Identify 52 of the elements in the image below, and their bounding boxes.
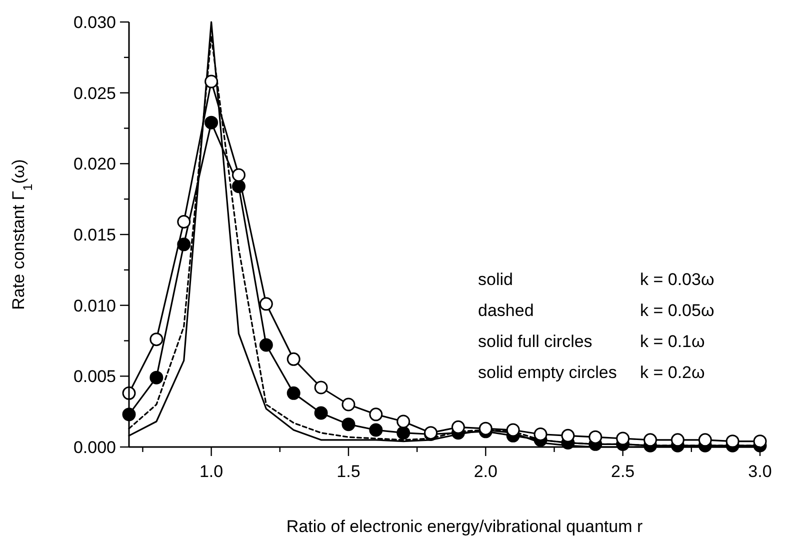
- point: [342, 398, 356, 412]
- annotation: k = 0.05ω: [640, 301, 714, 320]
- point: [753, 434, 767, 448]
- point: [396, 414, 410, 428]
- x-tick-label: 3.0: [748, 462, 772, 481]
- point: [259, 297, 273, 311]
- point: [588, 430, 602, 444]
- point: [534, 428, 548, 441]
- point: [204, 74, 218, 88]
- y-tick-label: 0.005: [73, 367, 116, 386]
- annotation: k = 0.1ω: [640, 332, 705, 351]
- x-tick-label: 1.5: [336, 462, 360, 481]
- point: [561, 428, 575, 442]
- point: [369, 408, 383, 422]
- y-tick-label: 0.030: [73, 13, 116, 32]
- annotation: solid: [478, 270, 513, 289]
- point: [286, 352, 300, 366]
- point: [314, 380, 328, 394]
- x-tick-label: 1.0: [199, 462, 224, 481]
- x-tick-label: 2.0: [474, 462, 498, 481]
- annotation: k = 0.03ω: [640, 270, 714, 289]
- point: [286, 386, 300, 400]
- point: [259, 338, 273, 352]
- y-tick-label: 0.020: [73, 154, 116, 174]
- point: [177, 238, 191, 252]
- point: [204, 116, 218, 130]
- point: [506, 423, 520, 437]
- point: [369, 423, 383, 437]
- point: [232, 168, 246, 182]
- point: [396, 426, 410, 440]
- point: [150, 370, 164, 384]
- point: [314, 406, 328, 420]
- point: [478, 422, 492, 436]
- y-tick-label: 0.025: [73, 84, 116, 103]
- point: [726, 434, 740, 448]
- point: [644, 433, 658, 447]
- annotation: solid empty circles: [478, 363, 617, 382]
- x-tick-label: 2.5: [611, 462, 635, 481]
- x-axis-title: Ratio of electronic energy/vibrational quantum r: [286, 517, 643, 536]
- annotation: k = 0.2ω: [640, 363, 705, 382]
- point: [670, 433, 684, 447]
- point: [342, 418, 356, 432]
- annotation: solid full circles: [478, 332, 592, 351]
- y-tick-label: 0.010: [73, 296, 116, 316]
- point: [698, 433, 712, 447]
- annotation: dashed: [478, 301, 534, 320]
- point: [177, 215, 191, 228]
- y-tick-label: 0.015: [73, 226, 116, 244]
- y-tick-label: 0.000: [73, 438, 116, 457]
- point: [616, 432, 630, 446]
- point: [451, 420, 465, 434]
- point: [150, 332, 164, 346]
